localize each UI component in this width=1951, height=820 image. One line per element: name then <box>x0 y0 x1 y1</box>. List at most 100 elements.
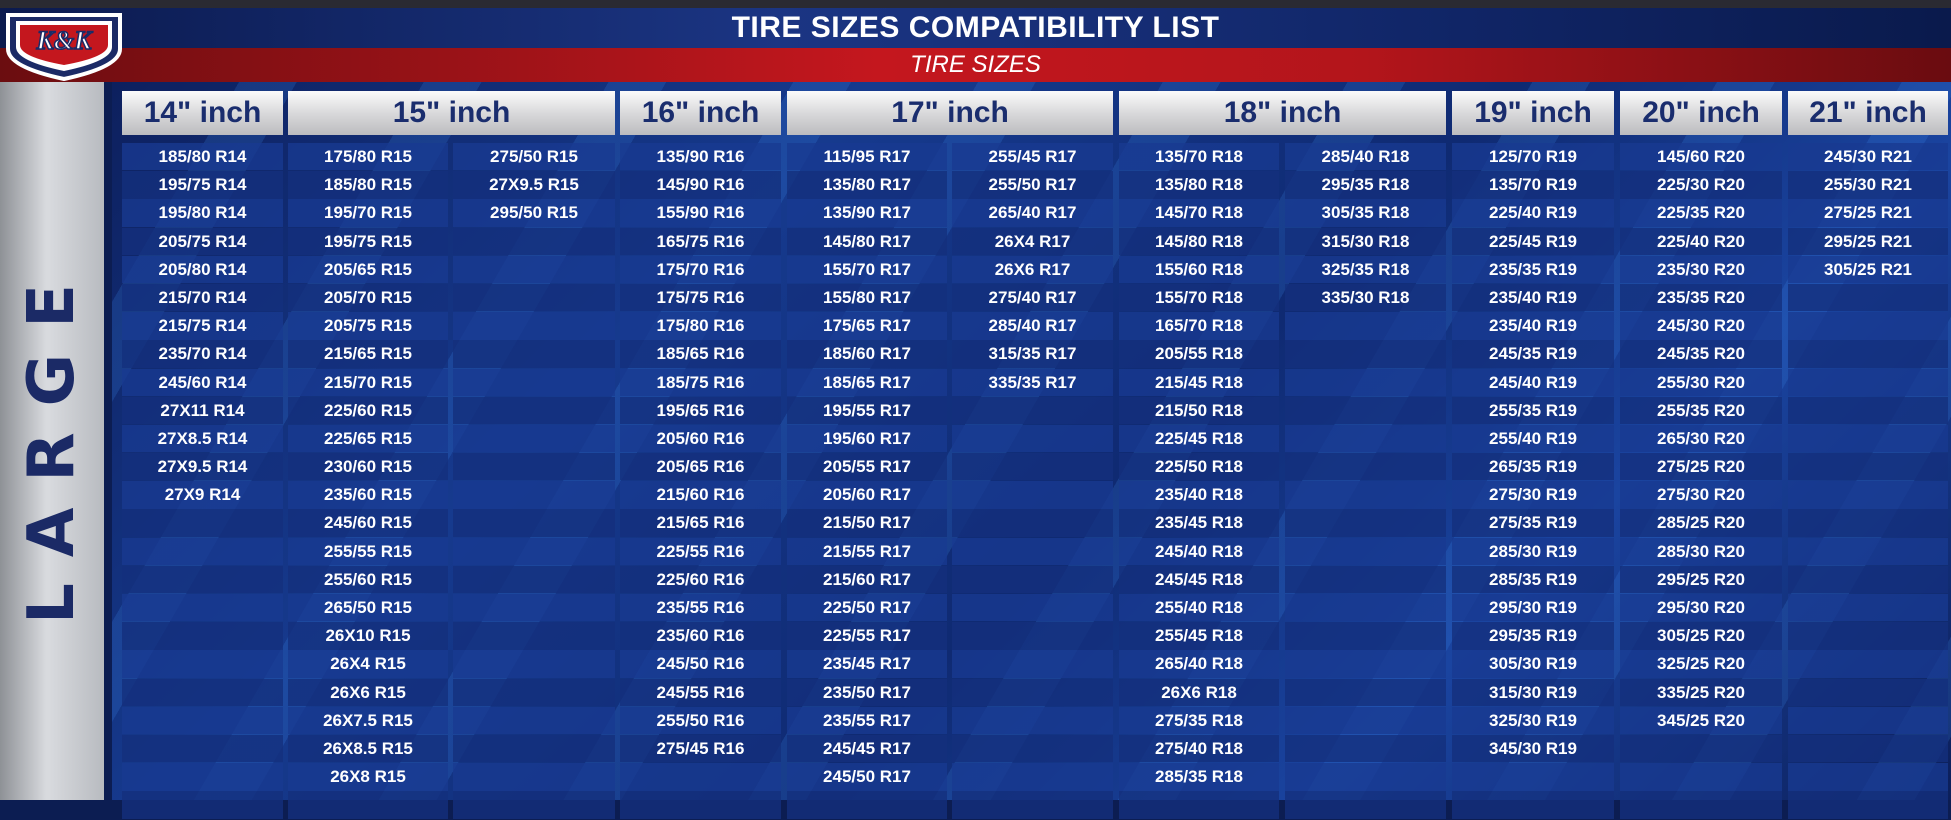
tire-size-cell: 215/75 R14 <box>122 312 283 340</box>
tire-size-cell: 265/35 R19 <box>1452 453 1614 481</box>
tire-size-cell: 145/90 R16 <box>620 171 781 199</box>
header-18-inch: 18" inch <box>1119 91 1446 135</box>
tire-size-cell <box>1788 565 1948 594</box>
tire-size-cell <box>1452 763 1614 791</box>
title-band <box>0 8 1951 48</box>
tire-size-cell: 255/45 R18 <box>1119 622 1279 650</box>
tire-size-cell: 295/25 R20 <box>1620 565 1782 594</box>
tire-size-cell: 225/40 R19 <box>1452 199 1614 227</box>
tire-size-cell: 255/30 R20 <box>1620 368 1782 396</box>
tire-size-cell: 315/30 R19 <box>1452 678 1614 706</box>
tire-size-cell <box>453 594 615 622</box>
tire-size-cell: 165/75 R16 <box>620 227 781 255</box>
tire-size-cell: 305/25 R20 <box>1620 622 1782 650</box>
tire-size-cell: 335/25 R20 <box>1620 678 1782 706</box>
tire-size-cell: 26X6 R15 <box>288 678 448 706</box>
tire-size-cell: 27X9.5 R14 <box>122 453 283 481</box>
tire-size-cell <box>787 791 947 819</box>
tire-size-cell: 235/55 R16 <box>620 594 781 622</box>
tire-size-cell: 225/40 R20 <box>1620 227 1782 255</box>
tire-size-cell <box>1285 594 1446 622</box>
tire-size-cell: 26X10 R15 <box>288 622 448 650</box>
tire-size-cell: 225/50 R18 <box>1119 453 1279 481</box>
tire-size-cell: 135/70 R18 <box>1119 143 1279 171</box>
tire-size-cell: 155/70 R17 <box>787 255 947 284</box>
tire-size-cell: 215/70 R15 <box>288 368 448 396</box>
tire-size-cell: 145/70 R18 <box>1119 199 1279 227</box>
tire-size-cell <box>122 734 283 763</box>
tire-size-cell: 275/45 R16 <box>620 734 781 763</box>
tire-size-cell: 26X6 R17 <box>952 255 1113 284</box>
tire-size-cell <box>952 650 1113 678</box>
tire-size-cell: 235/45 R17 <box>787 650 947 678</box>
tire-size-cell: 225/60 R15 <box>288 396 448 425</box>
subtitle-band <box>0 48 1951 82</box>
tire-size-cell: 225/35 R20 <box>1620 199 1782 227</box>
tire-size-cell <box>453 537 615 566</box>
tire-size-cell: 225/45 R19 <box>1452 227 1614 255</box>
tire-size-cell: 345/25 R20 <box>1620 706 1782 735</box>
page-subtitle: TIRE SIZES <box>910 51 1041 78</box>
tire-size-cell: 225/30 R20 <box>1620 171 1782 199</box>
tire-size-cell <box>952 537 1113 566</box>
tire-size-cell: 275/40 R17 <box>952 283 1113 312</box>
tire-size-cell: 215/45 R18 <box>1119 368 1279 396</box>
tire-size-cell <box>1285 509 1446 537</box>
tire-size-cell <box>122 678 283 706</box>
tire-size-cell: 145/80 R18 <box>1119 227 1279 255</box>
tire-size-cell <box>1285 734 1446 763</box>
tire-size-cell <box>453 312 615 340</box>
size-column-15a: 175/80 R15 185/80 R15 195/70 R15 195/75 R15… <box>288 143 448 820</box>
tire-size-cell: 215/70 R14 <box>122 283 283 312</box>
tire-size-cell: 255/40 R19 <box>1452 424 1614 453</box>
tire-size-cell <box>1285 424 1446 453</box>
tire-size-cell: 195/55 R17 <box>787 396 947 425</box>
tire-size-cell: 255/50 R17 <box>952 171 1113 199</box>
tire-size-cell: 265/40 R18 <box>1119 650 1279 678</box>
tire-size-cell <box>952 565 1113 594</box>
tire-size-cell: 165/70 R18 <box>1119 312 1279 340</box>
tire-size-cell <box>122 594 283 622</box>
tire-size-cell: 235/40 R19 <box>1452 283 1614 312</box>
tire-size-cell <box>453 255 615 284</box>
tire-size-cell: 135/90 R16 <box>620 143 781 171</box>
tire-size-cell <box>1285 706 1446 735</box>
tire-size-cell <box>1285 481 1446 509</box>
size-column-18a: 135/70 R18 135/80 R18 145/70 R18 145/80 R18… <box>1119 143 1279 820</box>
tire-size-cell <box>620 791 781 819</box>
tire-size-cell <box>453 283 615 312</box>
tire-size-cell <box>952 396 1113 425</box>
tire-size-cell: 26X8.5 R15 <box>288 734 448 763</box>
tire-size-cell: 155/60 R18 <box>1119 255 1279 284</box>
tire-size-cell: 26X7.5 R15 <box>288 706 448 735</box>
tire-size-cell <box>453 565 615 594</box>
tire-size-cell <box>1285 650 1446 678</box>
tire-size-cell <box>1788 396 1948 425</box>
tire-size-cell: 325/35 R18 <box>1285 255 1446 284</box>
tire-size-cell: 235/60 R15 <box>288 481 448 509</box>
tire-size-cell <box>1788 509 1948 537</box>
tire-size-cell <box>453 509 615 537</box>
tire-size-cell: 205/80 R14 <box>122 255 283 284</box>
tire-size-cell: 255/35 R19 <box>1452 396 1614 425</box>
tire-size-cell <box>1788 453 1948 481</box>
tire-size-cell: 305/25 R21 <box>1788 255 1948 284</box>
tire-size-cell: 325/25 R20 <box>1620 650 1782 678</box>
tire-size-cell: 245/60 R15 <box>288 509 448 537</box>
header-21-inch: 21" inch <box>1788 91 1948 135</box>
tire-size-cell <box>1620 791 1782 819</box>
header-14-inch: 14" inch <box>122 91 283 135</box>
tire-size-cell <box>453 650 615 678</box>
tire-size-cell: 335/30 R18 <box>1285 283 1446 312</box>
tire-size-cell <box>1788 481 1948 509</box>
tire-size-cell <box>453 368 615 396</box>
tire-size-cell: 275/50 R15 <box>453 143 615 171</box>
tire-size-cell <box>1285 791 1446 819</box>
tire-size-cell: 125/70 R19 <box>1452 143 1614 171</box>
tire-size-cell: 145/80 R17 <box>787 227 947 255</box>
tire-size-cell: 285/35 R18 <box>1119 763 1279 791</box>
tire-size-cell: 235/60 R16 <box>620 622 781 650</box>
header-17-inch: 17" inch <box>787 91 1113 135</box>
header-19-inch: 19" inch <box>1452 91 1614 135</box>
tire-size-cell: 235/45 R18 <box>1119 509 1279 537</box>
